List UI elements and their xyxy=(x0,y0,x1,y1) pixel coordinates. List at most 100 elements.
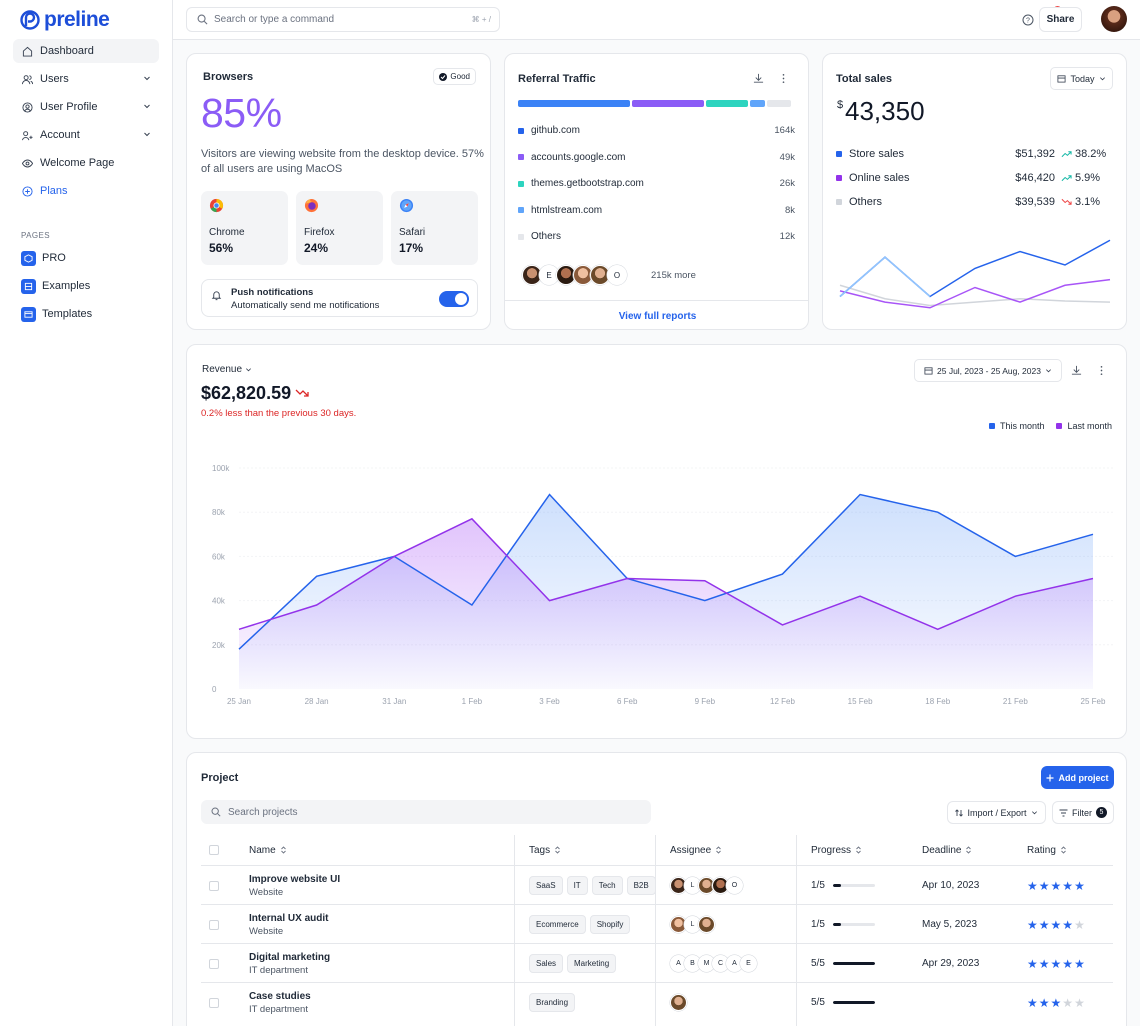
sparkline-others xyxy=(839,284,1111,307)
sales-row: Store sales $51,392 38.2% xyxy=(836,148,1106,160)
assignee-cell: L xyxy=(670,905,715,944)
star-icon[interactable]: ★ xyxy=(1062,878,1074,893)
period-label: Today xyxy=(1070,73,1095,84)
share-button[interactable]: Share xyxy=(1039,7,1082,32)
svg-text:?: ? xyxy=(1026,18,1030,25)
x-tick-label: 15 Feb xyxy=(848,697,873,706)
user-avatar[interactable] xyxy=(1101,6,1127,32)
star-icon[interactable]: ★ xyxy=(1027,878,1038,893)
assignee-avatar[interactable] xyxy=(698,916,715,933)
add-project-button[interactable]: Add project xyxy=(1041,766,1114,789)
select-all-checkbox[interactable] xyxy=(209,845,219,855)
row-checkbox[interactable] xyxy=(209,958,219,969)
table-row[interactable]: Digital marketing IT department Sales Marke… xyxy=(201,943,1113,982)
page-item-examples[interactable]: Examples xyxy=(21,276,92,296)
assignee-initial[interactable]: O xyxy=(726,877,743,894)
sort-icon xyxy=(856,846,861,854)
project-sub: Website xyxy=(249,886,284,898)
sales-currency: $ xyxy=(837,99,844,111)
legend-last-month: Last month xyxy=(1056,421,1112,431)
column-header-rating[interactable]: Rating xyxy=(1027,835,1067,865)
star-icon[interactable]: ★ xyxy=(1050,917,1062,932)
more-vertical-icon[interactable] xyxy=(1096,365,1107,376)
star-icon[interactable]: ★ xyxy=(1027,995,1038,1010)
star-icon[interactable]: ★ xyxy=(1074,878,1085,893)
import-export-button[interactable]: Import / Export xyxy=(947,801,1046,824)
assignee-initial[interactable]: C xyxy=(712,955,729,972)
browsers-percent: 85% xyxy=(201,90,282,136)
column-header-assignee[interactable]: Assignee xyxy=(670,835,722,865)
star-icon[interactable]: ★ xyxy=(1038,995,1050,1010)
period-select[interactable]: Today xyxy=(1050,67,1113,90)
project-name[interactable]: Case studies xyxy=(249,990,311,1002)
sidebar-item-user-profile[interactable]: User Profile xyxy=(13,95,159,119)
project-name[interactable]: Internal UX audit xyxy=(249,912,329,924)
y-tick-label: 60k xyxy=(212,552,226,561)
referral-source-row: Others 12k xyxy=(518,231,795,242)
project-card: Project Add project Search projects Impo… xyxy=(186,752,1127,1026)
referral-source-value: 49k xyxy=(779,151,795,163)
row-checkbox[interactable] xyxy=(209,880,219,891)
row-checkbox[interactable] xyxy=(209,919,219,930)
table-row[interactable]: Internal UX audit Website Ecommerce Shopify… xyxy=(201,904,1113,943)
firefox-icon xyxy=(304,198,319,216)
project-search-input[interactable]: Search projects xyxy=(201,800,651,824)
filter-button[interactable]: Filter 5 xyxy=(1052,801,1114,824)
date-range-picker[interactable]: 25 Jul, 2023 - 25 Aug, 2023 xyxy=(914,359,1062,382)
download-icon[interactable] xyxy=(753,73,764,84)
star-icon[interactable]: ★ xyxy=(1050,956,1062,971)
command-search-input[interactable]: Search or type a command ⌘ + / xyxy=(186,7,500,32)
star-icon[interactable]: ★ xyxy=(1038,956,1050,971)
view-full-reports-link[interactable]: View full reports xyxy=(618,310,697,322)
star-icon[interactable]: ★ xyxy=(1074,917,1085,932)
revenue-dropdown[interactable]: Revenue xyxy=(202,364,252,375)
column-header-label: Rating xyxy=(1027,844,1056,856)
plus-circle-icon xyxy=(21,185,33,197)
column-header-name[interactable]: Name xyxy=(249,835,287,865)
sidebar-item-dashboard[interactable]: Dashboard xyxy=(13,39,159,63)
star-icon[interactable]: ★ xyxy=(1050,878,1062,893)
sidebar-item-plans[interactable]: Plans xyxy=(13,179,159,203)
referral-source-name: themes.getbootstrap.com xyxy=(531,178,644,189)
star-icon[interactable]: ★ xyxy=(1027,917,1038,932)
project-name[interactable]: Improve website UI xyxy=(249,873,341,885)
download-icon[interactable] xyxy=(1071,365,1082,376)
push-toggle[interactable] xyxy=(439,291,469,307)
logo[interactable]: preline xyxy=(20,8,110,32)
referral-segment-bar xyxy=(518,100,795,107)
star-icon[interactable]: ★ xyxy=(1038,878,1050,893)
referral-traffic-card: Referral Traffic github.com 164k accounts.… xyxy=(504,53,809,330)
star-icon[interactable]: ★ xyxy=(1074,956,1085,971)
star-icon[interactable]: ★ xyxy=(1062,917,1074,932)
sidebar-item-welcome-page[interactable]: Welcome Page xyxy=(13,151,159,175)
star-icon[interactable]: ★ xyxy=(1038,917,1050,932)
assignee-avatar[interactable] xyxy=(670,994,687,1011)
star-icon[interactable]: ★ xyxy=(1062,995,1074,1010)
sidebar-item-account[interactable]: Account xyxy=(13,123,159,147)
more-vertical-icon[interactable] xyxy=(778,73,789,84)
row-checkbox[interactable] xyxy=(209,997,219,1008)
page-item-templates[interactable]: Templates xyxy=(21,304,92,324)
column-header-progress[interactable]: Progress xyxy=(811,835,862,865)
star-icon[interactable]: ★ xyxy=(1027,956,1038,971)
sidebar-item-label: Dashboard xyxy=(40,45,94,57)
legend-this-month: This month xyxy=(988,421,1044,431)
page-item-pro[interactable]: PRO xyxy=(21,248,92,268)
column-header-tags[interactable]: Tags xyxy=(529,835,561,865)
progress-text: 1/5 xyxy=(811,919,825,930)
project-name[interactable]: Digital marketing xyxy=(249,951,331,963)
progress-fill xyxy=(832,1001,875,1004)
search-icon xyxy=(197,14,208,25)
star-icon[interactable]: ★ xyxy=(1050,995,1062,1010)
table-row[interactable]: Improve website UI Website SaaS IT Tech B2B L O… xyxy=(201,865,1113,904)
x-tick-label: 21 Feb xyxy=(1003,697,1028,706)
sidebar-item-users[interactable]: Users xyxy=(13,67,159,91)
table-row[interactable]: Case studies IT department Branding 5/5 ★ ★ ★ ★… xyxy=(201,982,1113,1021)
star-icon[interactable]: ★ xyxy=(1062,956,1074,971)
progress-fill xyxy=(832,884,842,887)
assignee-initial[interactable]: E xyxy=(740,955,757,972)
help-icon[interactable]: ? xyxy=(1022,14,1034,26)
x-tick-label: 6 Feb xyxy=(617,697,638,706)
star-icon[interactable]: ★ xyxy=(1074,995,1085,1010)
column-header-deadline[interactable]: Deadline xyxy=(922,835,972,865)
